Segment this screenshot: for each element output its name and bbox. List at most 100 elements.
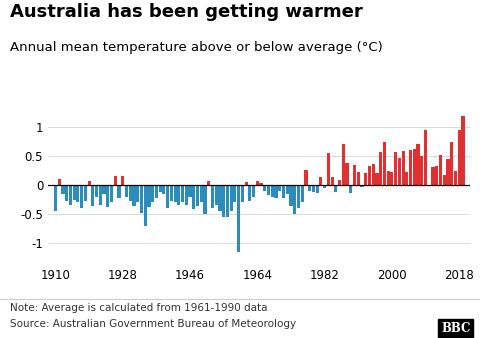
- Bar: [200, 185, 203, 202]
- Bar: [461, 116, 465, 185]
- Bar: [275, 185, 277, 198]
- Bar: [446, 159, 450, 185]
- Bar: [338, 180, 341, 185]
- Bar: [375, 173, 379, 185]
- Bar: [420, 156, 423, 185]
- Bar: [121, 176, 124, 185]
- Bar: [110, 185, 113, 202]
- Bar: [260, 183, 263, 185]
- Bar: [103, 185, 106, 194]
- Bar: [360, 185, 363, 187]
- Bar: [256, 182, 259, 185]
- Bar: [278, 185, 281, 191]
- Bar: [428, 185, 431, 186]
- Bar: [252, 185, 255, 197]
- Bar: [271, 185, 274, 197]
- Bar: [80, 185, 83, 208]
- Bar: [353, 165, 356, 185]
- Bar: [189, 185, 192, 197]
- Bar: [390, 172, 394, 185]
- Bar: [346, 163, 348, 185]
- Text: Note: Average is calculated from 1961-1990 data: Note: Average is calculated from 1961-19…: [10, 303, 267, 313]
- Bar: [65, 185, 68, 201]
- Bar: [432, 167, 434, 185]
- Bar: [368, 166, 371, 185]
- Bar: [87, 181, 91, 185]
- Bar: [166, 185, 169, 208]
- Bar: [357, 172, 360, 185]
- Bar: [170, 185, 173, 201]
- Bar: [136, 185, 139, 202]
- Bar: [237, 185, 240, 252]
- Bar: [409, 150, 412, 185]
- Bar: [405, 172, 408, 185]
- Bar: [300, 185, 304, 202]
- Bar: [297, 185, 300, 208]
- Bar: [244, 182, 248, 185]
- Bar: [424, 129, 427, 185]
- Bar: [99, 185, 102, 206]
- Bar: [331, 177, 334, 185]
- Bar: [248, 185, 252, 201]
- Bar: [204, 185, 206, 214]
- Bar: [383, 142, 386, 185]
- Bar: [76, 185, 80, 202]
- Bar: [312, 185, 315, 192]
- Bar: [417, 144, 420, 185]
- Bar: [207, 182, 210, 185]
- Bar: [140, 185, 143, 213]
- Bar: [379, 152, 382, 185]
- Bar: [457, 129, 461, 185]
- Text: Source: Australian Government Bureau of Meteorology: Source: Australian Government Bureau of …: [10, 319, 296, 330]
- Text: Australia has been getting warmer: Australia has been getting warmer: [10, 3, 362, 21]
- Bar: [69, 185, 72, 206]
- Bar: [435, 166, 438, 185]
- Bar: [155, 185, 158, 198]
- Bar: [267, 185, 270, 195]
- Bar: [282, 185, 285, 198]
- Bar: [106, 185, 109, 207]
- Bar: [342, 144, 345, 185]
- Bar: [304, 170, 308, 185]
- Bar: [315, 185, 319, 193]
- Bar: [413, 149, 416, 185]
- Bar: [192, 185, 195, 210]
- Bar: [132, 185, 135, 206]
- Text: BBC: BBC: [441, 322, 470, 335]
- Bar: [147, 185, 151, 207]
- Bar: [218, 185, 222, 211]
- Bar: [125, 185, 128, 197]
- Bar: [129, 185, 132, 201]
- Bar: [398, 158, 401, 185]
- Bar: [289, 185, 293, 206]
- Bar: [229, 185, 233, 211]
- Bar: [286, 185, 289, 194]
- Bar: [439, 155, 442, 185]
- Bar: [215, 185, 218, 206]
- Bar: [114, 176, 117, 185]
- Bar: [181, 185, 184, 202]
- Bar: [162, 185, 166, 194]
- Bar: [402, 151, 405, 185]
- Bar: [293, 185, 296, 214]
- Bar: [308, 185, 311, 191]
- Bar: [372, 164, 375, 185]
- Bar: [72, 185, 76, 199]
- Bar: [222, 185, 225, 217]
- Bar: [91, 185, 95, 206]
- Bar: [349, 185, 352, 193]
- Bar: [196, 185, 199, 206]
- Bar: [364, 173, 367, 185]
- Bar: [58, 179, 61, 185]
- Bar: [185, 185, 188, 206]
- Bar: [61, 185, 64, 194]
- Bar: [233, 185, 237, 202]
- Bar: [226, 185, 229, 217]
- Bar: [263, 185, 266, 191]
- Bar: [177, 185, 180, 206]
- Bar: [443, 175, 446, 185]
- Bar: [241, 185, 244, 202]
- Bar: [211, 185, 214, 208]
- Bar: [319, 177, 323, 185]
- Bar: [327, 153, 330, 185]
